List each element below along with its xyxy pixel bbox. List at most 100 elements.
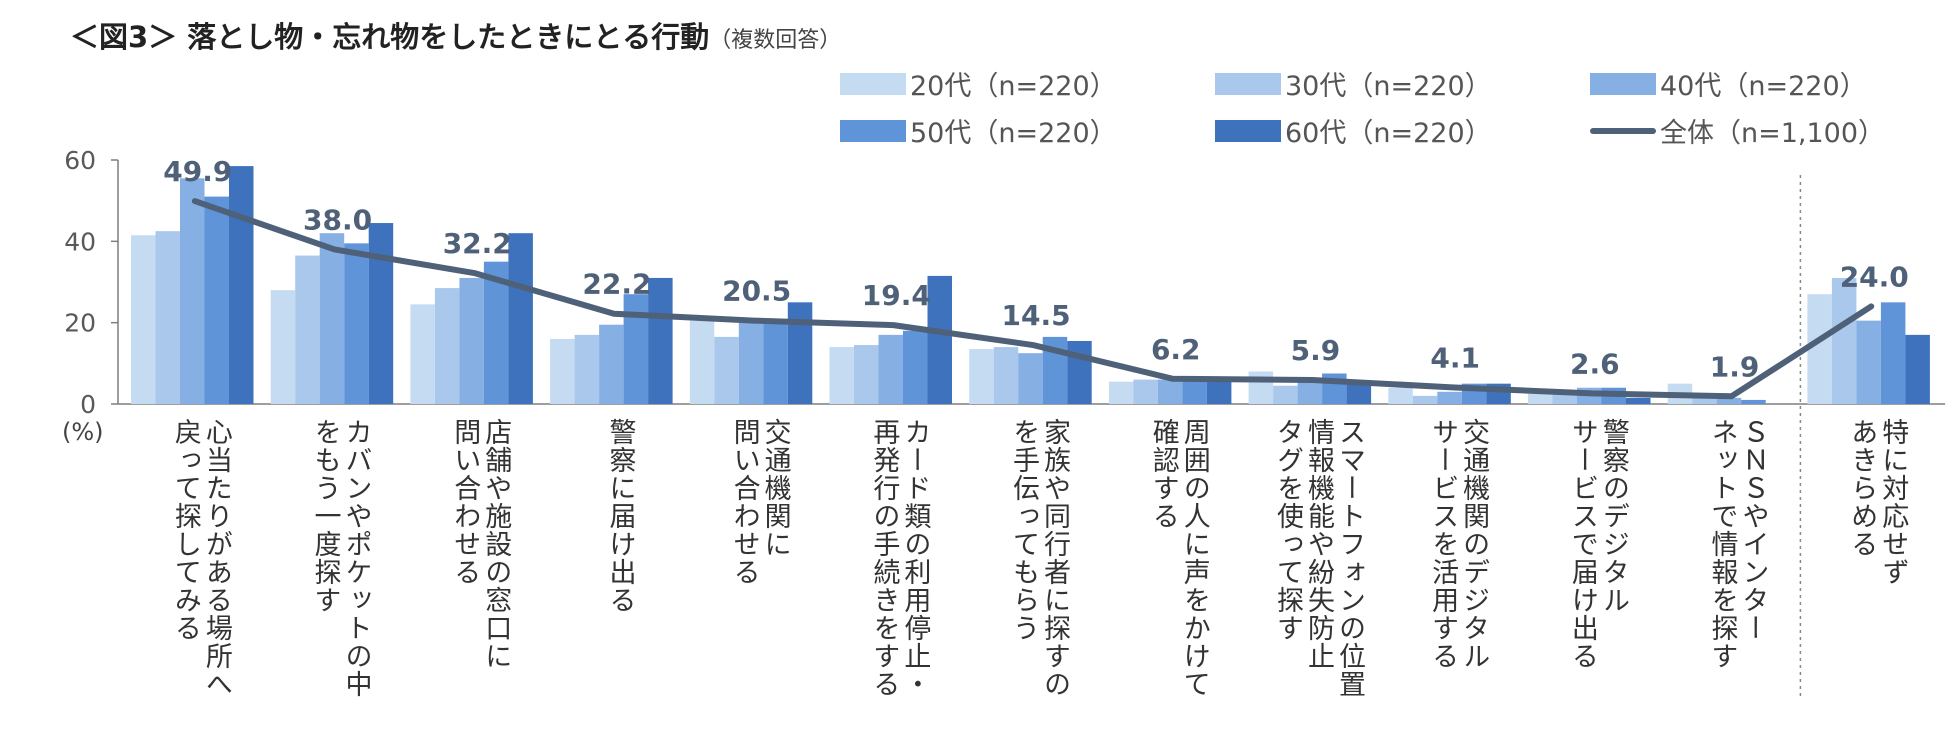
bar (927, 275, 952, 404)
bar (1856, 320, 1881, 404)
x-tick-label: 交通機関のデジタル サービスを活用する (1427, 418, 1490, 670)
data-label: 2.6 (1570, 347, 1620, 380)
bar (969, 349, 994, 404)
legend-swatch (840, 72, 906, 95)
legend-label: 60代（n=220） (1285, 118, 1492, 149)
legend-label: 50代（n=220） (910, 118, 1117, 149)
legend-swatch (1215, 119, 1281, 142)
bar (1626, 397, 1651, 404)
bar (180, 178, 205, 404)
x-tick-label: カード類の利用停止・ 再発行の手続きをする (868, 418, 931, 698)
data-label: 5.9 (1291, 334, 1341, 367)
legend-item: 30代（n=220） (1215, 64, 1492, 103)
x-tick-label: スマートフォンの位置 情報機能や紛失防止 タグを使って探す (1271, 418, 1365, 698)
bar (508, 233, 533, 404)
bar (763, 320, 788, 404)
data-label: 22.2 (582, 268, 651, 301)
bar (155, 231, 180, 404)
bar (434, 288, 460, 404)
bar (1108, 381, 1134, 404)
bar (1346, 381, 1372, 404)
x-tick-label: 交通機関に 問い合わせる (728, 418, 791, 586)
legend-item: 20代（n=220） (840, 64, 1117, 103)
bar (574, 334, 600, 404)
bar (1692, 395, 1717, 404)
x-tick-label: 家族や同行者に探すの を手伝ってもらう (1008, 418, 1071, 698)
x-tick-label: 店舗や施設の窓口に 問い合わせる (449, 418, 512, 670)
data-label: 1.9 (1710, 350, 1760, 383)
legend-swatch (1590, 127, 1656, 134)
bar (550, 338, 575, 404)
bar (295, 255, 320, 404)
bar (1716, 397, 1742, 404)
chart-title: ＜図3＞ 落とし物・忘れ物をしたときにとる行動（複数回答） (70, 14, 841, 56)
bar (648, 277, 673, 404)
bar (368, 223, 394, 404)
bar (1905, 334, 1930, 404)
chart-title-main: ＜図3＞ 落とし物・忘れ物をしたときにとる行動 (70, 20, 710, 54)
bar (1741, 399, 1766, 404)
bar (1880, 302, 1906, 404)
bar (270, 290, 296, 404)
x-tick-label: 心当たりがある場所へ 戻って探してみる (169, 418, 232, 698)
legend-swatch (840, 119, 906, 142)
data-label: 20.5 (722, 275, 791, 308)
data-label: 19.4 (862, 279, 931, 312)
bar (623, 294, 649, 404)
bar (599, 324, 624, 404)
legend-label: 20代（n=220） (910, 71, 1117, 102)
bar (903, 330, 928, 404)
x-tick-label: 警察のデジタル サービスで届け出る (1566, 418, 1629, 670)
bar (1133, 379, 1158, 404)
bar (1273, 385, 1298, 404)
bar (1157, 379, 1183, 404)
data-label: 49.9 (163, 155, 232, 188)
bar (229, 166, 254, 404)
data-label: 14.5 (1002, 299, 1071, 332)
legend-item: 全体（n=1,100） (1590, 111, 1885, 150)
bar (1018, 353, 1043, 404)
data-label: 38.0 (303, 203, 372, 236)
y-tick-label: 20 (64, 309, 96, 338)
bar (1807, 294, 1832, 404)
x-tick-label: 周囲の人に声をかけて 確認する (1147, 418, 1210, 698)
legend-item: 60代（n=220） (1215, 111, 1492, 150)
data-label: 4.1 (1430, 341, 1480, 374)
bar (1831, 277, 1857, 404)
legend-swatch (1590, 72, 1656, 95)
bar (410, 304, 435, 404)
legend-label: 40代（n=220） (1660, 71, 1867, 102)
data-label: 24.0 (1840, 260, 1909, 293)
bar (1248, 371, 1274, 404)
bar (854, 345, 879, 404)
data-label: 32.2 (443, 227, 512, 260)
bar (459, 277, 484, 404)
legend-label: 全体（n=1,100） (1660, 118, 1886, 149)
legend-item: 40代（n=220） (1590, 64, 1867, 103)
x-tick-label: 警察に届け出る (604, 418, 636, 614)
bar (878, 334, 903, 404)
bar (738, 322, 764, 404)
bar (344, 243, 369, 404)
x-tick-label: 特に対応せず あきらめる (1846, 418, 1909, 586)
bar (829, 347, 854, 404)
legend-item: 50代（n=220） (840, 111, 1117, 150)
bar (1388, 387, 1413, 404)
bar (689, 320, 715, 404)
bar (1067, 340, 1092, 404)
bar (993, 347, 1019, 404)
bar (319, 233, 345, 404)
bar (1437, 391, 1462, 404)
x-tick-label: カバンやポケットの中 をもう一度探す (309, 418, 372, 698)
bar (787, 302, 813, 404)
bar (714, 336, 739, 404)
x-tick-label: ＳＮＳやインター ネットで情報を探す (1706, 418, 1769, 670)
bar (483, 261, 509, 404)
bar (1528, 393, 1553, 404)
total-series-line (191, 198, 1875, 400)
bar (204, 196, 229, 404)
y-tick-label: 0 (80, 390, 96, 419)
chart-title-sub: （複数回答） (709, 28, 842, 53)
data-label: 6.2 (1151, 333, 1201, 366)
